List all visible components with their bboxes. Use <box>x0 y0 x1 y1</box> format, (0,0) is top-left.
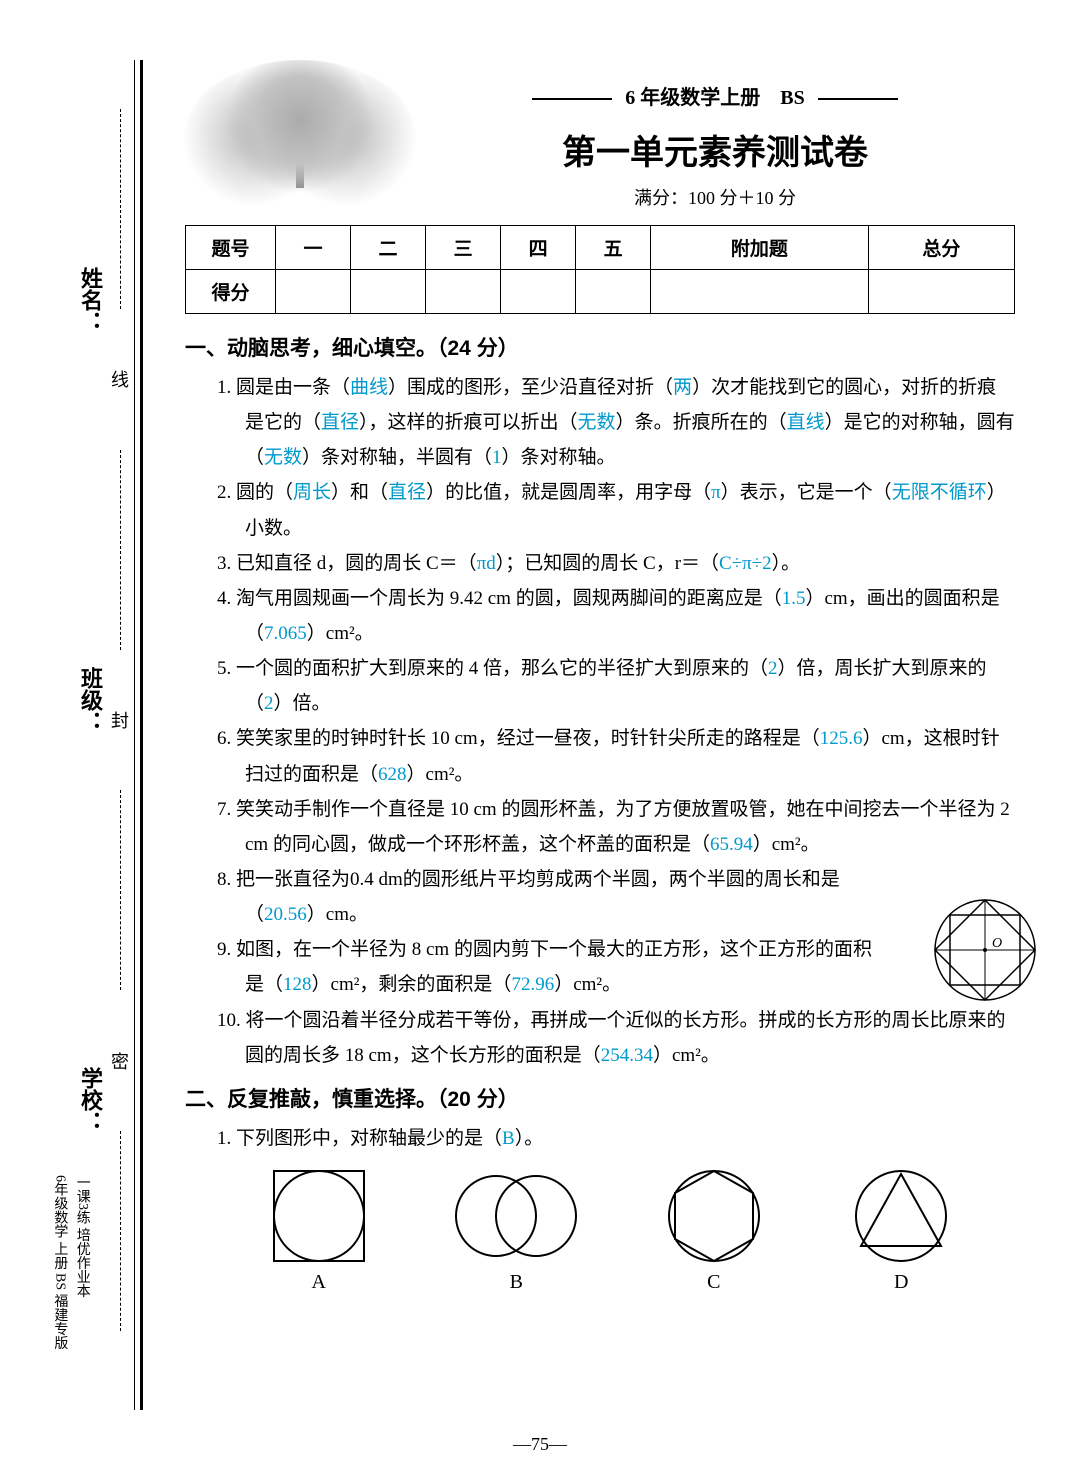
brand-block: 一课3练 培优作业本 6年级数学 上册 BS 福建专版 <box>48 1175 93 1350</box>
answer: 无限不循环 <box>892 482 987 503</box>
answer: 无数 <box>578 412 616 433</box>
question-s2-1: 1. 下列图形中，对称轴最少的是（B）。 <box>213 1121 1015 1156</box>
option-a-label: A <box>264 1271 374 1294</box>
school-label: 学校： <box>74 1067 106 1133</box>
mi-label: 密 <box>111 1048 129 1074</box>
td-blank <box>351 270 426 314</box>
score-table: 题号 一 二 三 四 五 附加题 总分 得分 <box>185 225 1015 314</box>
binding-dash-column: 线 封 密 <box>110 80 130 1360</box>
th-col: 二 <box>351 226 426 270</box>
breadcrumb: 6 年级数学上册 BS <box>415 81 1015 110</box>
option-a-figure <box>264 1166 374 1266</box>
answer: 128 <box>283 974 312 995</box>
brand-line2: 一课3练 培优作业本 <box>70 1175 92 1350</box>
answer: π <box>711 482 721 503</box>
section1-title: 一、动脑思考，细心填空。（24 分） <box>185 332 1015 362</box>
td-label: 得分 <box>186 270 276 314</box>
question-5: 5. 一个圆的面积扩大到原来的 4 倍，那么它的半径扩大到原来的（2）倍，周长扩… <box>213 651 1015 721</box>
breadcrumb-text: 6 年级数学上册 BS <box>625 87 804 109</box>
th-col: 四 <box>501 226 576 270</box>
table-row: 题号 一 二 三 四 五 附加题 总分 <box>186 226 1015 270</box>
td-blank <box>868 270 1014 314</box>
option-d: D <box>846 1166 956 1294</box>
option-b-figure <box>451 1166 581 1266</box>
answer: 2 <box>768 658 778 679</box>
th-col: 附加题 <box>651 226 869 270</box>
td-blank <box>426 270 501 314</box>
answer: 7.065 <box>264 623 307 644</box>
question-10: 10. 将一个圆沿着半径分成若干等份，再拼成一个近似的长方形。拼成的长方形的周长… <box>213 1003 1015 1073</box>
answer: B <box>502 1128 515 1149</box>
answer: 无数 <box>264 447 302 468</box>
question-2: 2. 圆的（周长）和（直径）的比值，就是圆周率，用字母（π）表示，它是一个（无限… <box>213 475 1015 545</box>
answer: 20.56 <box>264 904 307 925</box>
answer: 125.6 <box>820 728 863 749</box>
option-c-label: C <box>659 1271 769 1294</box>
xian-label: 线 <box>111 366 129 392</box>
option-a: A <box>264 1166 374 1294</box>
answer: 72.96 <box>511 974 554 995</box>
answer: C÷π÷2 <box>719 553 772 574</box>
th-col: 五 <box>576 226 651 270</box>
binding-line <box>140 60 143 1410</box>
options-row: A B C D <box>225 1166 995 1294</box>
question-1: 1. 圆是由一条（曲线）围成的图形，至少沿直径对折（两）次才能找到它的圆心，对折… <box>213 370 1015 475</box>
answer: 1 <box>492 447 502 468</box>
answer: 直径 <box>321 412 359 433</box>
question-4: 4. 淘气用圆规画一个周长为 9.42 cm 的圆，圆规两脚间的距离应是（1.5… <box>213 581 1015 651</box>
svg-text:O: O <box>992 936 1002 951</box>
answer: 直线 <box>787 412 825 433</box>
th-col: 一 <box>276 226 351 270</box>
option-d-figure <box>846 1166 956 1266</box>
td-blank <box>651 270 869 314</box>
option-d-label: D <box>846 1271 956 1294</box>
question-6: 6. 笑笑家里的时钟时针长 10 cm，经过一昼夜，时针针尖所走的路程是（125… <box>213 721 1015 791</box>
answer: 1.5 <box>782 588 806 609</box>
th-col: 总分 <box>868 226 1014 270</box>
q9-figure: O <box>930 895 1040 1005</box>
answer: 直径 <box>388 482 426 503</box>
tree-illustration <box>185 60 415 210</box>
answer: 254.34 <box>601 1045 653 1066</box>
th-col: 三 <box>426 226 501 270</box>
option-c: C <box>659 1166 769 1294</box>
answer: 2 <box>264 693 274 714</box>
answer: 周长 <box>293 482 331 503</box>
class-label: 班级： <box>74 667 106 733</box>
question-3: 3. 已知直径 d，圆的周长 C＝（πd）；已知圆的周长 C，r＝（C÷π÷2）… <box>213 546 1015 581</box>
brand-line1: 6年级数学 上册 BS 福建专版 <box>48 1175 70 1350</box>
td-blank <box>576 270 651 314</box>
answer: 两 <box>673 377 692 398</box>
section2-title: 二、反复推敲，慎重选择。（20 分） <box>185 1083 1015 1113</box>
option-b: B <box>451 1166 581 1294</box>
page-title: 第一单元素养测试卷 <box>415 125 1015 174</box>
answer: πd <box>477 553 496 574</box>
table-row: 得分 <box>186 270 1015 314</box>
question-8: 8. 把一张直径为0.4 dm的圆形纸片平均剪成两个半圆，两个半圆的周长和是（2… <box>213 862 1015 932</box>
option-c-figure <box>659 1166 769 1266</box>
td-blank <box>501 270 576 314</box>
question-7: 7. 笑笑动手制作一个直径是 10 cm 的圆形杯盖，为了方便放置吸管，她在中间… <box>213 792 1015 862</box>
answer: 曲线 <box>350 377 388 398</box>
page-number: —75— <box>0 1434 1080 1455</box>
name-label: 姓名： <box>74 267 106 333</box>
feng-label: 封 <box>111 707 129 733</box>
answer: 628 <box>378 764 407 785</box>
option-b-label: B <box>451 1271 581 1294</box>
td-blank <box>276 270 351 314</box>
th-label: 题号 <box>186 226 276 270</box>
fullscore-text: 满分：100 分＋10 分 <box>415 184 1015 210</box>
question-9: 9. 如图，在一个半径为 8 cm 的圆内剪下一个最大的正方形，这个正方形的面积… <box>213 932 1015 1002</box>
answer: 65.94 <box>710 834 753 855</box>
